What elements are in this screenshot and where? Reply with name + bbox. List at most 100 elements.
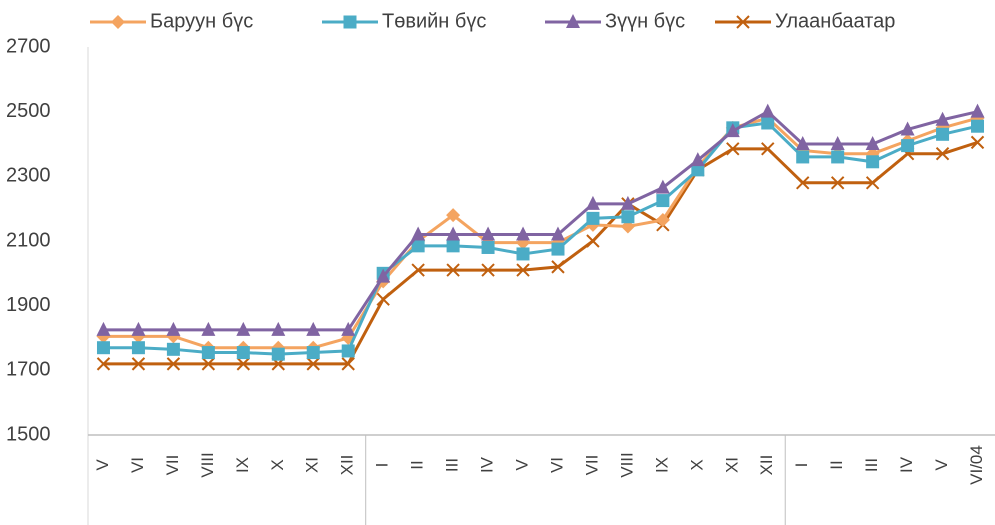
point: [796, 150, 810, 164]
x-tick-label: VIII: [617, 452, 636, 478]
series: [96, 116, 985, 361]
x-tick-label: IX: [652, 457, 671, 473]
point: [481, 263, 495, 277]
point: [481, 226, 496, 241]
point: [761, 142, 775, 156]
x-tick-label: III: [443, 458, 462, 472]
x-tick-label: VI: [128, 457, 147, 473]
x-tick-label: IX: [233, 457, 252, 473]
x-tick-label: III: [862, 458, 881, 472]
point: [936, 127, 950, 141]
point: [306, 346, 320, 360]
x-tick-label: VI: [547, 457, 566, 473]
point: [481, 240, 495, 254]
point: [935, 111, 950, 126]
point: [586, 211, 600, 225]
point: [900, 121, 915, 136]
point: [376, 268, 391, 283]
x-tick-label: XI: [303, 457, 322, 473]
point: [726, 142, 740, 156]
point: [761, 116, 775, 130]
x-tick-label: V: [513, 459, 532, 471]
point: [725, 123, 740, 138]
series: [96, 111, 985, 355]
point: [655, 179, 670, 194]
x-tick-label: V: [93, 459, 112, 471]
point: [516, 263, 530, 277]
point: [586, 234, 600, 248]
x-tick-label: II: [827, 460, 846, 469]
point: [341, 357, 355, 371]
series-line: [103, 116, 978, 350]
point: [236, 357, 251, 371]
x-tick-label: X: [268, 459, 287, 470]
point: [96, 321, 111, 336]
point: [271, 347, 285, 361]
x-tick-label: IV: [478, 456, 497, 473]
series: [96, 103, 985, 336]
point: [935, 146, 950, 161]
point: [516, 226, 531, 241]
series-line: [103, 121, 978, 356]
point: [343, 15, 357, 29]
point: [411, 239, 425, 253]
x-tick-label: V: [932, 459, 951, 471]
point: [236, 346, 250, 360]
point: [341, 321, 356, 336]
x-tick-label: I: [792, 463, 811, 468]
point: [865, 136, 880, 150]
point: [306, 321, 321, 336]
point: [971, 119, 985, 133]
point: [551, 242, 565, 256]
x-tick-label: XII: [757, 455, 776, 476]
legend-label: Улаанбаатар: [775, 10, 895, 32]
point: [655, 212, 670, 227]
point: [970, 103, 985, 118]
point: [760, 103, 775, 118]
point: [166, 342, 180, 356]
point: [585, 195, 600, 210]
point: [411, 263, 425, 277]
point: [446, 208, 461, 223]
point: [551, 260, 565, 274]
x-tick-label: XI: [722, 457, 741, 473]
y-tick-label: 1700: [6, 359, 51, 381]
point: [446, 239, 460, 253]
point: [131, 321, 146, 336]
point: [341, 344, 355, 358]
point: [411, 226, 426, 241]
x-tick-label: X: [687, 459, 706, 470]
x-tick-label: I: [373, 463, 392, 468]
point: [271, 321, 286, 336]
series: [96, 135, 985, 371]
y-tick-label: 2300: [6, 165, 51, 187]
point: [376, 292, 390, 306]
point: [830, 176, 845, 190]
x-tick-label: XII: [338, 455, 357, 476]
point: [796, 176, 810, 190]
point: [201, 357, 216, 371]
point: [96, 341, 110, 355]
point: [111, 15, 125, 29]
point: [865, 176, 880, 190]
point: [656, 194, 670, 208]
point: [446, 263, 460, 277]
point: [795, 136, 810, 150]
x-tick-label: VII: [163, 455, 182, 476]
legend-label: Төвийн бүс: [382, 10, 486, 32]
point: [830, 136, 845, 150]
x-tick-label: IV: [897, 456, 916, 473]
y-tick-label: 2700: [6, 35, 51, 57]
point: [620, 195, 635, 210]
point: [901, 139, 915, 153]
x-tick-label: VII: [582, 455, 601, 476]
point: [691, 163, 705, 177]
point: [690, 152, 705, 167]
point: [621, 210, 635, 224]
point: [96, 357, 111, 371]
y-tick-label: 2500: [6, 100, 51, 122]
point: [446, 226, 461, 241]
x-tick-label: VIII: [198, 452, 217, 478]
point: [970, 135, 985, 150]
